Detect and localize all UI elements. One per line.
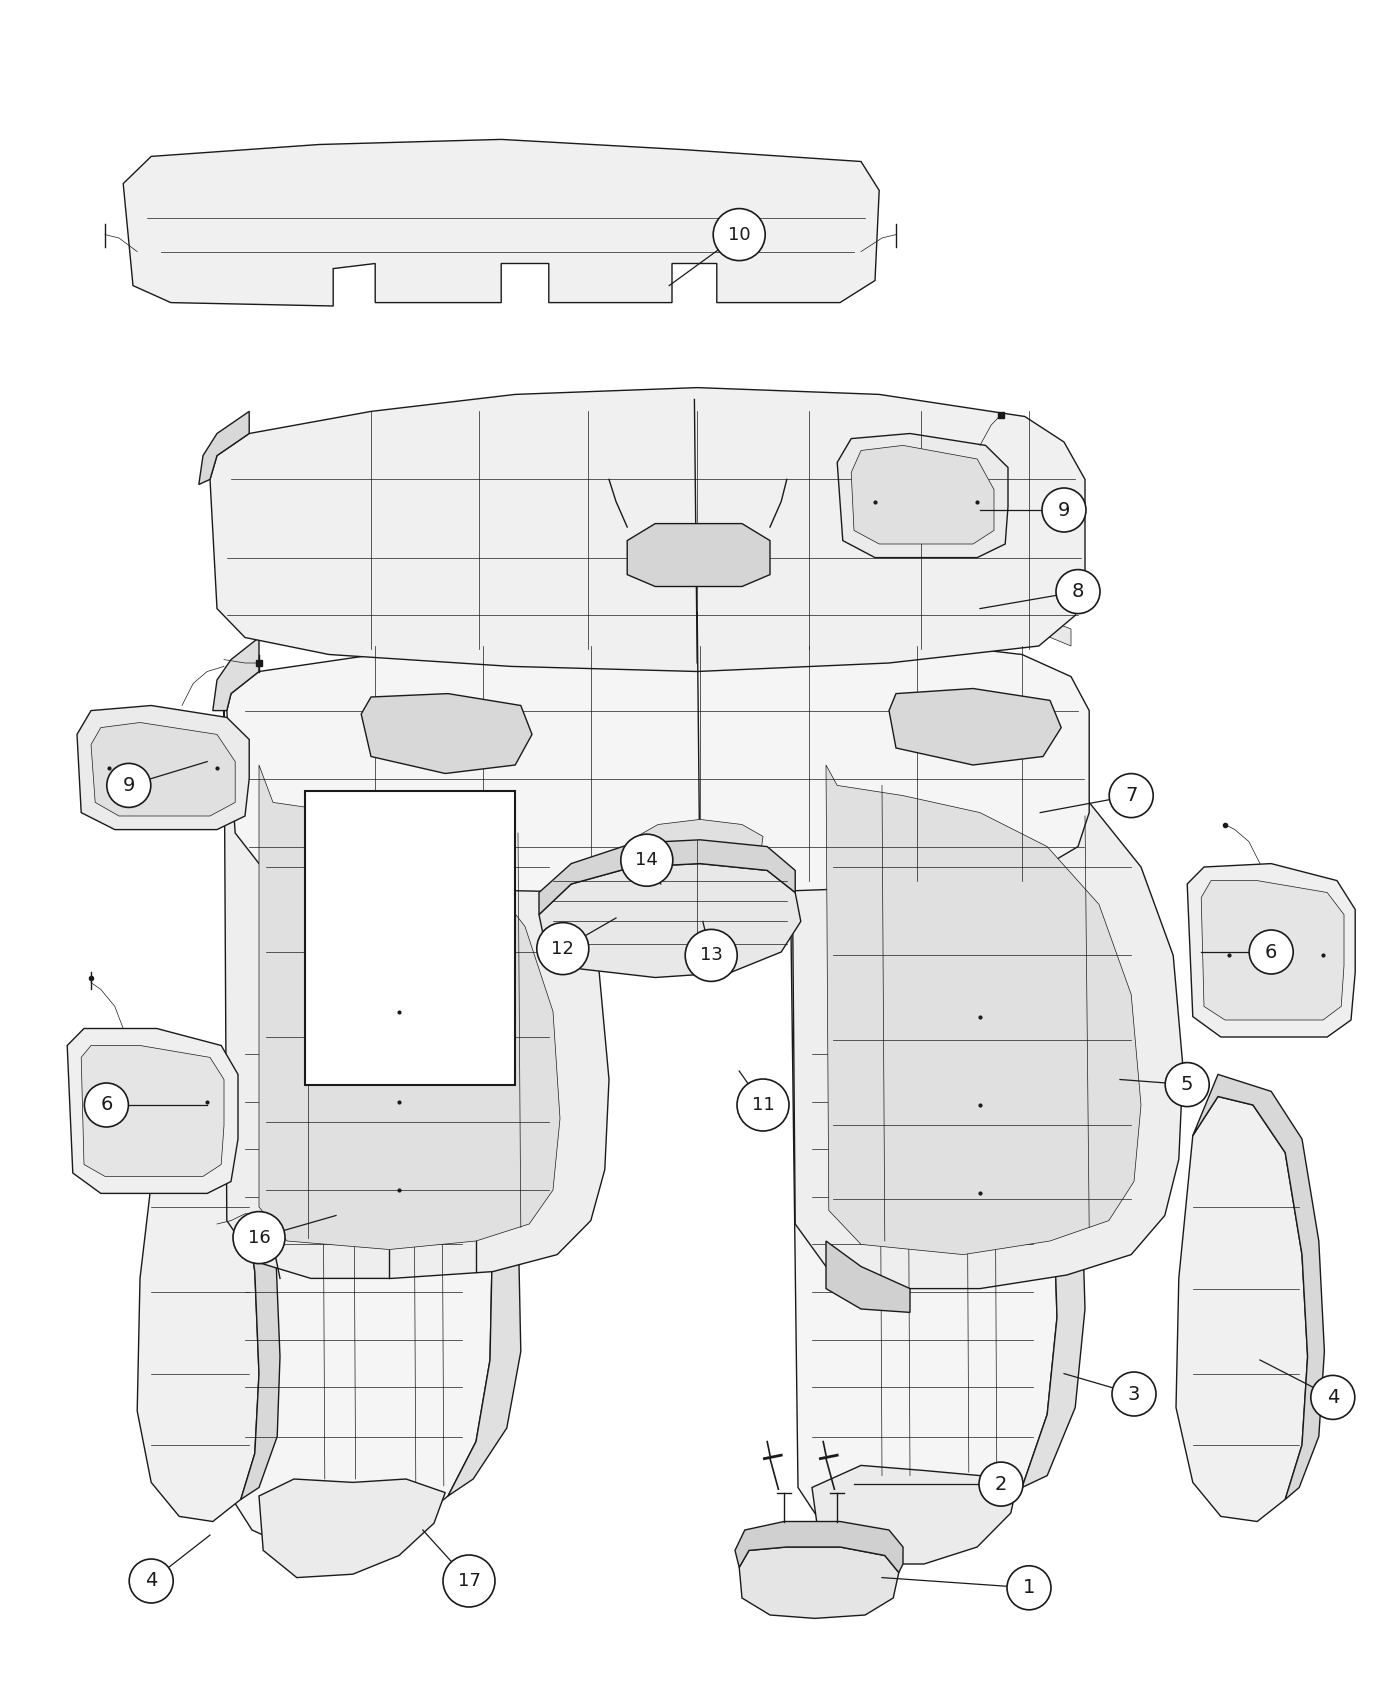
- Polygon shape: [361, 694, 532, 774]
- Text: 2: 2: [995, 1474, 1007, 1494]
- Polygon shape: [123, 139, 879, 306]
- Circle shape: [1112, 1372, 1156, 1416]
- Polygon shape: [539, 840, 795, 915]
- Text: 13: 13: [700, 947, 722, 964]
- Polygon shape: [213, 1102, 280, 1499]
- Polygon shape: [448, 972, 521, 1496]
- Polygon shape: [539, 864, 801, 977]
- Circle shape: [685, 930, 738, 981]
- Polygon shape: [851, 445, 994, 544]
- Text: 6: 6: [1266, 942, 1277, 962]
- Polygon shape: [259, 1479, 445, 1578]
- Polygon shape: [210, 388, 1085, 672]
- Circle shape: [84, 1083, 129, 1127]
- Circle shape: [1007, 1566, 1051, 1610]
- Circle shape: [106, 763, 151, 808]
- Text: 5: 5: [1182, 1074, 1193, 1095]
- Polygon shape: [826, 765, 1141, 1255]
- Text: 17: 17: [458, 1572, 480, 1590]
- Circle shape: [1109, 774, 1154, 818]
- Text: 1: 1: [1023, 1578, 1035, 1598]
- Circle shape: [736, 1080, 790, 1130]
- Text: 9: 9: [1058, 500, 1070, 520]
- Circle shape: [1056, 570, 1100, 614]
- Polygon shape: [137, 1105, 259, 1522]
- Polygon shape: [199, 411, 249, 484]
- Text: 6: 6: [101, 1095, 112, 1115]
- Circle shape: [536, 923, 589, 974]
- Text: 14: 14: [636, 852, 658, 869]
- Polygon shape: [994, 932, 1085, 1488]
- Text: 11: 11: [752, 1096, 774, 1114]
- Text: 4: 4: [1327, 1387, 1338, 1408]
- Circle shape: [713, 209, 766, 260]
- Polygon shape: [739, 1547, 899, 1618]
- Text: 10: 10: [728, 226, 750, 243]
- Polygon shape: [213, 638, 259, 711]
- Polygon shape: [1193, 1074, 1324, 1499]
- Polygon shape: [91, 722, 235, 816]
- Polygon shape: [259, 765, 560, 1250]
- Polygon shape: [812, 1465, 1016, 1564]
- Text: 3: 3: [1128, 1384, 1140, 1404]
- Circle shape: [442, 1556, 496, 1606]
- Polygon shape: [637, 819, 763, 881]
- Polygon shape: [1201, 881, 1344, 1020]
- Polygon shape: [81, 1046, 224, 1176]
- Text: 16: 16: [248, 1229, 270, 1246]
- FancyBboxPatch shape: [305, 790, 515, 1085]
- Text: 8: 8: [1072, 581, 1084, 602]
- Polygon shape: [227, 629, 1089, 894]
- Polygon shape: [837, 434, 1008, 558]
- Circle shape: [129, 1559, 174, 1603]
- Circle shape: [1310, 1375, 1355, 1420]
- Polygon shape: [627, 524, 770, 586]
- Polygon shape: [1187, 864, 1355, 1037]
- Circle shape: [979, 1462, 1023, 1506]
- Circle shape: [1042, 488, 1086, 532]
- Circle shape: [232, 1212, 286, 1263]
- Text: 12: 12: [552, 940, 574, 957]
- Polygon shape: [735, 1522, 903, 1572]
- Text: 7: 7: [1126, 785, 1137, 806]
- Text: 4: 4: [146, 1571, 157, 1591]
- Polygon shape: [826, 1241, 910, 1312]
- Polygon shape: [889, 688, 1061, 765]
- Polygon shape: [77, 706, 249, 830]
- Polygon shape: [1176, 1096, 1308, 1522]
- Circle shape: [1165, 1062, 1210, 1107]
- Polygon shape: [228, 918, 493, 1550]
- Polygon shape: [224, 706, 609, 1278]
- Polygon shape: [791, 910, 1057, 1550]
- Text: 9: 9: [123, 775, 134, 796]
- Polygon shape: [67, 1028, 238, 1193]
- Circle shape: [620, 835, 673, 886]
- Polygon shape: [791, 711, 1183, 1289]
- Polygon shape: [255, 581, 1071, 646]
- Circle shape: [1249, 930, 1294, 974]
